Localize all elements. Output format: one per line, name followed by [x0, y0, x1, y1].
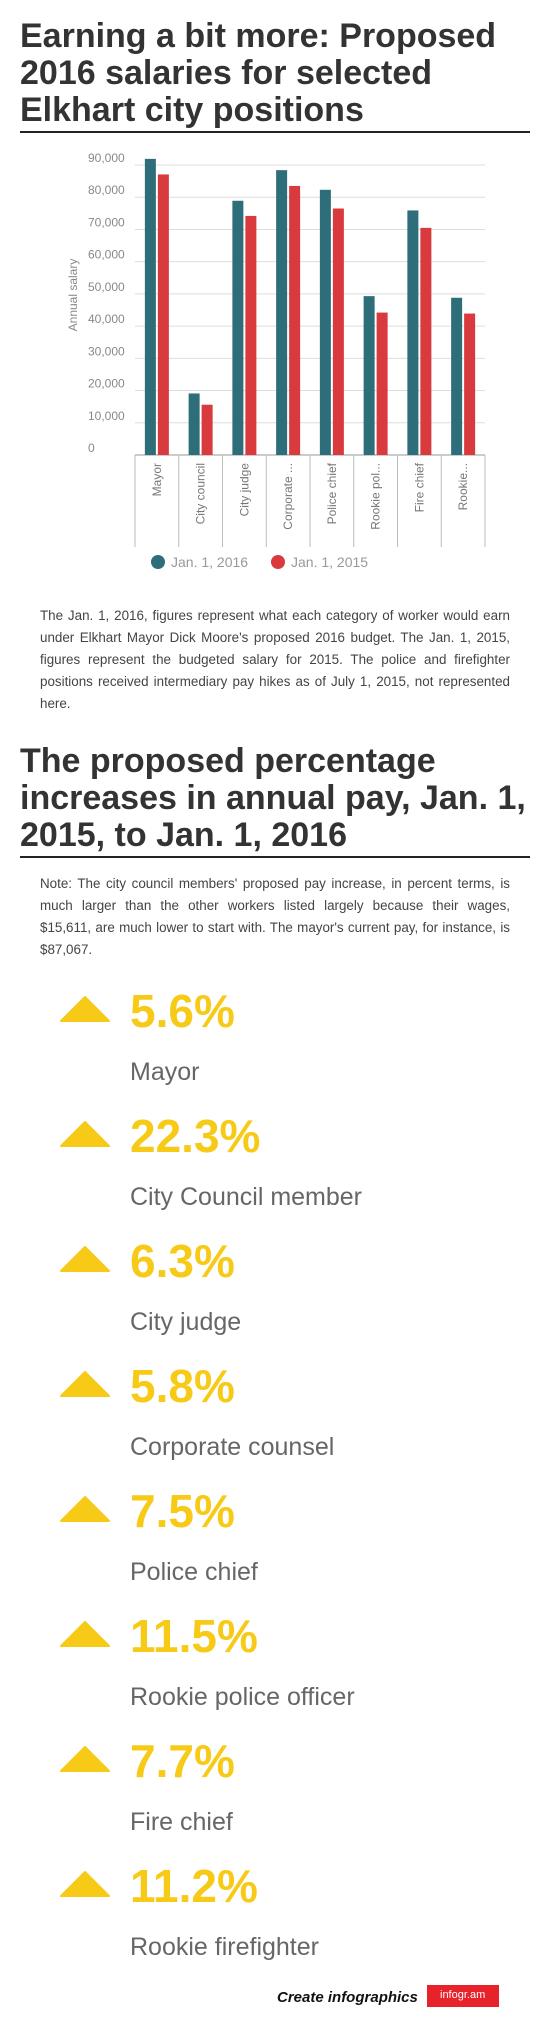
x-tick-label: City judge — [237, 463, 251, 517]
arrow-up-icon — [60, 1871, 110, 1897]
x-tick-label: Corporate ... — [281, 463, 295, 530]
legend-label: Jan. 1, 2015 — [291, 554, 368, 570]
increase-percent: 22.3% — [130, 1110, 261, 1162]
bar-2015 — [289, 185, 301, 455]
arrow-up-icon — [60, 1371, 110, 1397]
infogram-logo-icon[interactable] — [427, 1985, 499, 2007]
y-tick-label: 70,000 — [88, 215, 125, 229]
increase-item: 6.3% City judge — [0, 1235, 550, 1360]
y-tick-label: 0 — [88, 441, 95, 455]
arrow-up-icon — [60, 996, 110, 1022]
chart-title: Earning a bit more: Proposed 2016 salari… — [20, 18, 530, 133]
increase-item: 7.5% Police chief — [0, 1485, 550, 1610]
chart-description: The Jan. 1, 2016, figures represent what… — [40, 608, 510, 711]
increase-item: 5.8% Corporate counsel — [0, 1360, 550, 1485]
increase-percent: 11.2% — [130, 1860, 258, 1912]
bar-2015 — [201, 404, 213, 455]
increase-percent: 7.5% — [130, 1485, 235, 1537]
increase-percent: 6.3% — [130, 1235, 235, 1287]
legend-marker — [271, 555, 285, 569]
bar-2015 — [376, 312, 388, 455]
increase-position-label: Mayor — [130, 1058, 200, 1086]
legend-label: Jan. 1, 2016 — [171, 554, 248, 570]
y-tick-label: 60,000 — [88, 248, 125, 262]
create-infographics-link[interactable]: Create infographics — [277, 1989, 418, 2006]
increase-position-label: Corporate counsel — [130, 1433, 335, 1461]
y-tick-label: 30,000 — [88, 344, 125, 358]
y-axis-label: Annual salary — [66, 259, 80, 332]
increase-item: 5.6% Mayor — [0, 985, 550, 1110]
x-tick-label: City council — [194, 463, 208, 524]
x-tick-label: Rookie... — [456, 463, 470, 510]
increase-percent: 7.7% — [130, 1735, 235, 1787]
increase-list: 5.6% Mayor 22.3% City Council member 6.3% Cit… — [0, 985, 550, 1985]
increase-item: 11.5% Rookie police officer — [0, 1610, 550, 1735]
increase-item: 22.3% City Council member — [0, 1110, 550, 1235]
section-title: The proposed percentage increases in ann… — [20, 743, 530, 858]
bar-2015 — [464, 313, 476, 455]
x-tick-label: Rookie pol... — [369, 463, 383, 530]
bar-2015 — [420, 227, 432, 455]
bar-2015 — [245, 215, 257, 455]
bar-2015 — [157, 174, 169, 455]
y-tick-label: 50,000 — [88, 280, 125, 294]
x-tick-label: Fire chief — [412, 462, 426, 512]
x-tick-label: Police chief — [325, 462, 339, 524]
y-tick-label: 80,000 — [88, 183, 125, 197]
bar-2016 — [188, 393, 200, 455]
increase-percent: 11.5% — [130, 1610, 258, 1662]
increase-item: 7.7% Fire chief — [0, 1735, 550, 1860]
note-text: Note: The city council members' proposed… — [40, 876, 510, 957]
arrow-up-icon — [60, 1621, 110, 1647]
arrow-up-icon — [60, 1496, 110, 1522]
bar-2016 — [319, 189, 331, 456]
increase-position-label: Police chief — [130, 1558, 258, 1586]
infogram-logo-text: infogr.am — [440, 1989, 486, 2001]
arrow-up-icon — [60, 1121, 110, 1147]
increase-position-label: City Council member — [130, 1183, 363, 1211]
y-tick-label: 90,000 — [88, 151, 125, 165]
arrow-up-icon — [60, 1246, 110, 1272]
increase-item: 11.2% Rookie firefighter — [0, 1860, 550, 1985]
increase-percent: 5.8% — [130, 1360, 235, 1412]
y-tick-label: 10,000 — [88, 409, 125, 423]
bar-2016 — [232, 200, 244, 455]
increase-position-label: City judge — [130, 1308, 242, 1336]
increase-percent: 5.6% — [130, 985, 235, 1037]
bar-2015 — [332, 208, 344, 455]
chart-svg: 0 10,000 20,000 30,000 40,000 50,000 60,000 70,… — [66, 151, 486, 570]
y-tick-label: 20,000 — [88, 377, 125, 391]
y-tick-label: 40,000 — [88, 312, 125, 326]
bar-2016 — [363, 296, 375, 455]
salary-bar-chart: 0 10,000 20,000 30,000 40,000 50,000 60,000 70,… — [0, 150, 550, 600]
arrow-up-icon — [60, 1746, 110, 1772]
x-tick-label: Mayor — [150, 463, 164, 496]
bar-2016 — [451, 297, 463, 455]
increase-position-label: Rookie police officer — [130, 1683, 355, 1711]
increase-position-label: Fire chief — [130, 1808, 233, 1836]
bar-2016 — [407, 210, 419, 455]
bar-2016 — [144, 158, 156, 455]
increase-position-label: Rookie firefighter — [130, 1933, 319, 1961]
bar-2016 — [276, 170, 288, 455]
legend-marker — [151, 555, 165, 569]
